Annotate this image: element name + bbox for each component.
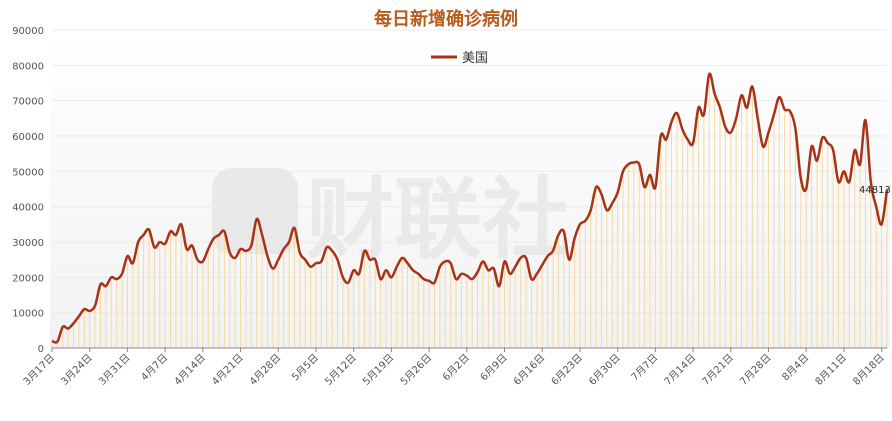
- x-tick-label: 8月18日: [851, 352, 887, 388]
- x-tick-label: 4月28日: [247, 352, 283, 388]
- y-tick-labels: 0 10000 20000 30000 40000 50000 60000 70000 8000…: [12, 26, 44, 355]
- grid-lines: [52, 29, 887, 314]
- x-tick-label: 5月5日: [289, 352, 321, 384]
- y-tick-label: 70000: [12, 97, 44, 108]
- x-tick-label: 7月14日: [662, 352, 698, 388]
- x-tick-label: 4月7日: [139, 352, 171, 384]
- x-tick-label: 8月11日: [813, 352, 849, 388]
- series-line-us: [51, 72, 889, 344]
- watermark-logo: [212, 168, 298, 254]
- x-tick-label: 6月9日: [478, 352, 510, 384]
- y-tick-label: 90000: [12, 26, 44, 37]
- y-tick-label: 20000: [12, 273, 44, 284]
- y-tick-label: 0: [38, 344, 44, 355]
- y-tick-label: 40000: [12, 203, 44, 214]
- x-tick-label: 3月17日: [21, 352, 57, 388]
- x-tick-label: 6月2日: [440, 352, 472, 384]
- axes: [51, 347, 887, 352]
- x-tick-label: 7月21日: [700, 352, 736, 388]
- last-value-label: 44813: [859, 185, 891, 196]
- chart-title: 每日新增确诊病例: [374, 8, 518, 30]
- x-tick-label: 3月31日: [96, 352, 132, 388]
- watermark-text: 财联社: [306, 168, 570, 271]
- x-tick-label: 6月23日: [549, 352, 585, 388]
- x-tick-label: 8月4日: [780, 352, 812, 384]
- x-tick-label: 3月24日: [59, 352, 95, 388]
- y-tick-label: 80000: [12, 61, 44, 72]
- x-tick-label: 6月30日: [587, 352, 623, 388]
- plot-background: [50, 30, 890, 348]
- watermark: 财联社: [212, 168, 570, 271]
- legend[interactable]: 美国: [431, 51, 488, 66]
- y-tick-label: 10000: [12, 309, 44, 320]
- y-tick-label: 50000: [12, 167, 44, 178]
- y-tick-label: 30000: [12, 238, 44, 249]
- bar-marks: [51, 74, 888, 348]
- x-tick-label: 6月16日: [511, 352, 547, 388]
- x-tick-label: 7月7日: [629, 352, 661, 384]
- x-tick-label: 4月21日: [210, 352, 246, 388]
- x-tick-label: 7月28日: [737, 352, 773, 388]
- x-tick-label: 5月12日: [323, 352, 359, 388]
- legend-label: 美国: [462, 51, 488, 66]
- x-tick-label: 4月14日: [172, 352, 208, 388]
- y-tick-label: 60000: [12, 132, 44, 143]
- x-tick-label: 5月19日: [360, 352, 396, 388]
- x-tick-labels: 3月17日 3月24日 3月31日 4月7日 4月14日 4月21日 4月28日 5月5日 5月…: [21, 352, 887, 388]
- series-line-group: [51, 72, 889, 344]
- x-tick-label: 5月26日: [398, 352, 434, 388]
